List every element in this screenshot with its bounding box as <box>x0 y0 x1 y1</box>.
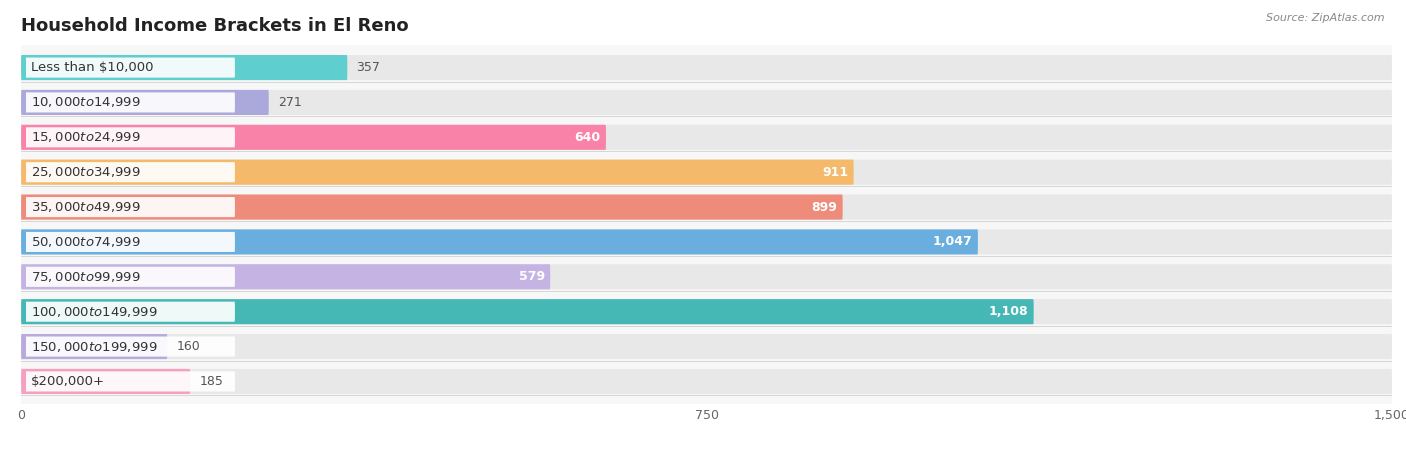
FancyBboxPatch shape <box>21 299 1392 324</box>
FancyBboxPatch shape <box>25 302 235 322</box>
FancyBboxPatch shape <box>21 194 1392 220</box>
Text: Source: ZipAtlas.com: Source: ZipAtlas.com <box>1267 13 1385 23</box>
Text: Household Income Brackets in El Reno: Household Income Brackets in El Reno <box>21 17 409 35</box>
FancyBboxPatch shape <box>21 334 167 359</box>
Text: $100,000 to $149,999: $100,000 to $149,999 <box>31 305 157 319</box>
Text: Less than $10,000: Less than $10,000 <box>31 61 153 74</box>
Text: $25,000 to $34,999: $25,000 to $34,999 <box>31 165 141 179</box>
Text: $15,000 to $24,999: $15,000 to $24,999 <box>31 130 141 144</box>
FancyBboxPatch shape <box>25 197 235 217</box>
Text: $35,000 to $49,999: $35,000 to $49,999 <box>31 200 141 214</box>
FancyBboxPatch shape <box>21 160 853 185</box>
FancyBboxPatch shape <box>21 264 1392 289</box>
Text: 579: 579 <box>519 270 544 283</box>
FancyBboxPatch shape <box>21 264 550 289</box>
Text: $10,000 to $14,999: $10,000 to $14,999 <box>31 96 141 110</box>
Text: $75,000 to $99,999: $75,000 to $99,999 <box>31 270 141 284</box>
FancyBboxPatch shape <box>21 55 347 80</box>
FancyBboxPatch shape <box>21 334 1392 359</box>
FancyBboxPatch shape <box>25 232 235 252</box>
FancyBboxPatch shape <box>25 92 235 113</box>
Text: 357: 357 <box>357 61 381 74</box>
FancyBboxPatch shape <box>21 299 1033 324</box>
FancyBboxPatch shape <box>21 125 606 150</box>
FancyBboxPatch shape <box>21 55 1392 80</box>
Text: $200,000+: $200,000+ <box>31 375 105 388</box>
Text: 1,047: 1,047 <box>932 235 973 248</box>
FancyBboxPatch shape <box>25 267 235 287</box>
Text: 271: 271 <box>278 96 302 109</box>
FancyBboxPatch shape <box>21 369 190 394</box>
Text: 185: 185 <box>200 375 224 388</box>
Text: 899: 899 <box>811 201 837 214</box>
FancyBboxPatch shape <box>25 127 235 147</box>
FancyBboxPatch shape <box>25 57 235 78</box>
Text: 1,108: 1,108 <box>988 305 1028 318</box>
Text: 911: 911 <box>823 166 848 179</box>
Text: 160: 160 <box>177 340 200 353</box>
FancyBboxPatch shape <box>21 125 1392 150</box>
FancyBboxPatch shape <box>21 229 979 255</box>
FancyBboxPatch shape <box>21 90 1392 115</box>
FancyBboxPatch shape <box>21 369 1392 394</box>
Text: 640: 640 <box>575 131 600 144</box>
Text: $150,000 to $199,999: $150,000 to $199,999 <box>31 339 157 353</box>
FancyBboxPatch shape <box>21 229 1392 255</box>
FancyBboxPatch shape <box>21 90 269 115</box>
FancyBboxPatch shape <box>25 336 235 357</box>
FancyBboxPatch shape <box>21 194 842 220</box>
Text: $50,000 to $74,999: $50,000 to $74,999 <box>31 235 141 249</box>
FancyBboxPatch shape <box>25 162 235 182</box>
FancyBboxPatch shape <box>25 371 235 392</box>
FancyBboxPatch shape <box>21 160 1392 185</box>
